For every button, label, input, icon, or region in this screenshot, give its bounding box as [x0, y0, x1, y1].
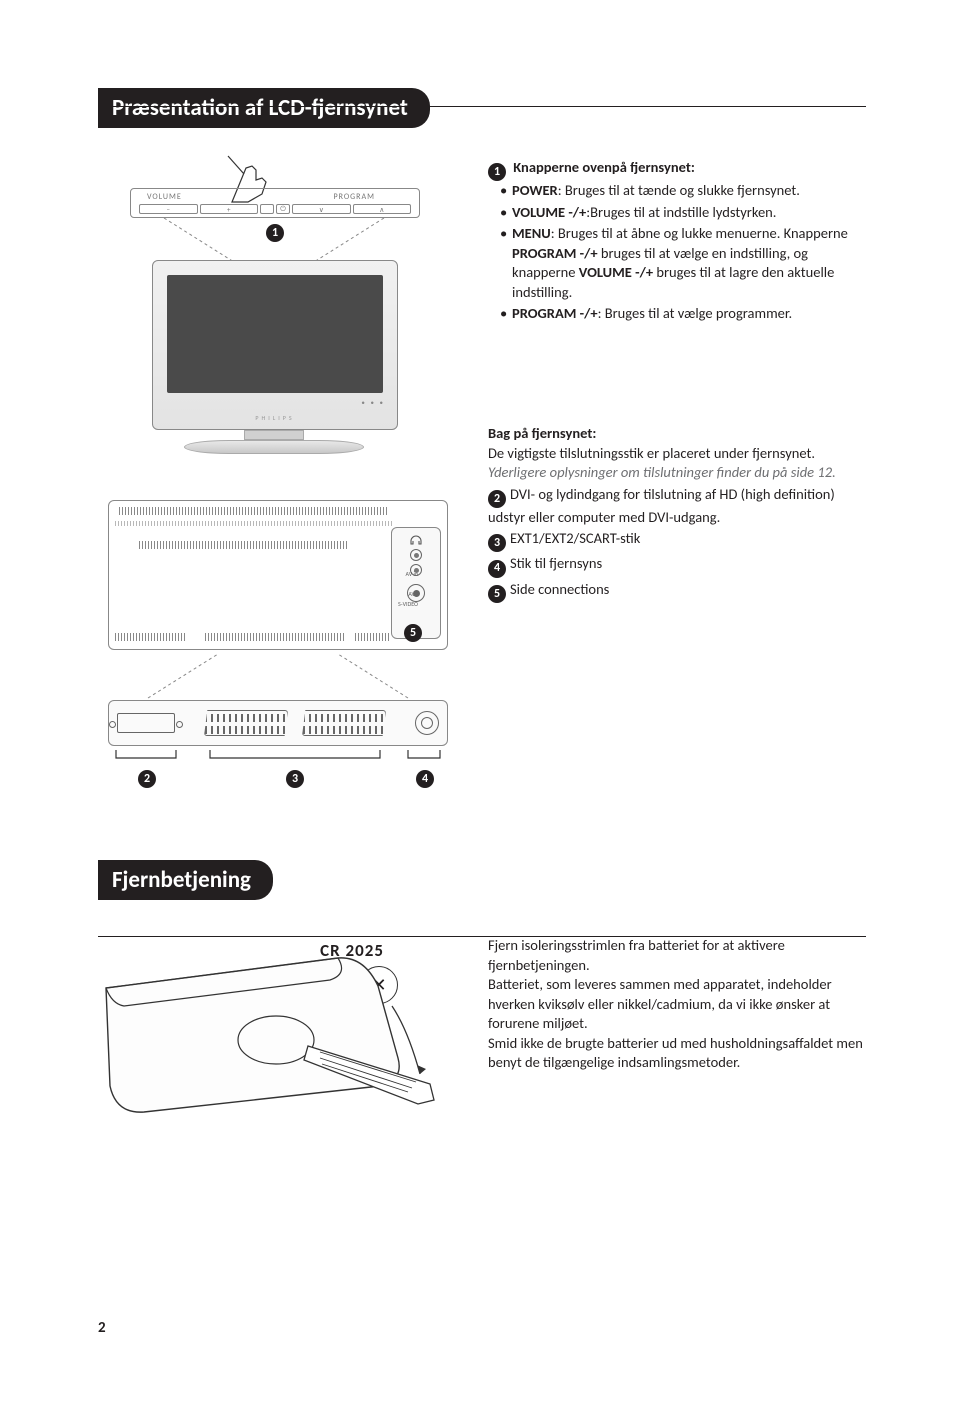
remote-para-2: Batteriet, som leveres sammen med appara…: [488, 975, 866, 1034]
back-top-panel: AV in AV3 S-VIDEO: [108, 500, 448, 650]
back-heading: Bag på fjernsynet:: [488, 424, 866, 444]
panel-btn-plus: +: [200, 204, 259, 214]
section2-right-col: Fjern isoleringsstrimlen fra batteriet f…: [488, 918, 866, 1124]
hatch: [355, 633, 389, 641]
remote-para-1: Fjern isoleringsstrimlen fra batteriet f…: [488, 936, 866, 975]
headphone-icon: [409, 532, 423, 546]
back-note: Yderligere oplysninger om tilslutninger …: [488, 463, 866, 483]
label-av3: AV3: [408, 590, 418, 598]
panel-btn-minus: –: [139, 204, 198, 214]
diagram-badge-3: 3: [286, 770, 304, 788]
remote-diagram: CR 2025 ✕: [98, 934, 458, 1124]
remote-para-3: Smid ikke de brugte batterier ud med hus…: [488, 1034, 866, 1073]
dvi-port: [117, 713, 175, 733]
section1-title: Præsentation af LCD-fjernsynet: [98, 88, 430, 128]
list-item: MENU: Bruges til at åbne og lukke menuer…: [512, 224, 866, 302]
hatch: [139, 541, 349, 549]
remote-svg: [98, 934, 458, 1124]
list-item: 2DVI- og lydindgang for tilslutning af H…: [488, 485, 866, 528]
tv-top-diagram: VOLUME PROGRAM – + ⏻ ∨ ∧ 1 • • • PHI: [124, 160, 444, 470]
tv-stand-neck: [244, 430, 304, 440]
list-item: 5Side connections: [488, 580, 866, 603]
list-item: 4Stik til fjernsyns: [488, 554, 866, 577]
tv-led: • • •: [361, 398, 385, 407]
section2-title: Fjernbetjening: [98, 860, 273, 900]
panel-btn-up: ∧: [353, 204, 412, 214]
panel-btn-power: ⏻: [276, 204, 290, 214]
buttons-heading: 1 Knapperne ovenpå fjernsynet:: [488, 158, 866, 181]
diagram-badge-5: 5: [404, 624, 422, 642]
scart-port-1: [204, 710, 288, 736]
buttons-heading-text: Knapperne ovenpå fjernsynet:: [513, 158, 695, 176]
list-item: POWER: Bruges til at tænde og slukke fje…: [512, 181, 866, 201]
bottom-brackets: [108, 746, 458, 786]
panel-btn-down: ∨: [292, 204, 351, 214]
list-item: PROGRAM -/+: Bruges til at vælge program…: [512, 304, 866, 324]
label-avin: AV in: [405, 570, 418, 578]
side-connections: AV in AV3 S-VIDEO: [391, 527, 441, 639]
diagram-badge-4: 4: [416, 770, 434, 788]
rule-top: [98, 106, 866, 107]
tv-top-diagram-col: VOLUME PROGRAM – + ⏻ ∨ ∧ 1 • • • PHI: [98, 150, 468, 790]
back-intro: De vigtigste tilslutningsstik er placere…: [488, 444, 866, 464]
section1-right-col: 1 Knapperne ovenpå fjernsynet: POWER: Br…: [488, 150, 866, 790]
back-list: 2DVI- og lydindgang for tilslutning af H…: [488, 485, 866, 603]
remote-diagram-col: CR 2025 ✕: [98, 918, 468, 1124]
tv-stand-base: [184, 440, 364, 454]
tv-button-panel: VOLUME PROGRAM – + ⏻ ∨ ∧: [130, 188, 420, 218]
panel-btn-menu: [260, 204, 274, 214]
label-svideo: S-VIDEO: [398, 600, 418, 608]
scart-port-2: [302, 710, 386, 736]
tv-body: • • • PHILIPS: [152, 260, 398, 430]
diagram-badge-2: 2: [138, 770, 156, 788]
panel-label-program: PROGRAM: [333, 192, 375, 202]
page-number: 2: [98, 1319, 106, 1337]
list-item: 3EXT1/EXT2/SCART-stik: [488, 529, 866, 552]
hatch: [115, 521, 393, 526]
num-1: 1: [488, 163, 506, 181]
antenna-port: [415, 711, 439, 735]
diagram-badge-1: 1: [266, 224, 284, 242]
hatch: [119, 507, 389, 515]
panel-label-volume: VOLUME: [147, 192, 182, 202]
tv-brand: PHILIPS: [255, 414, 294, 422]
back-bottom-panel: [108, 700, 448, 746]
tv-back-diagram: AV in AV3 S-VIDEO 5: [108, 500, 458, 790]
list-item: VOLUME -/+:Bruges til at indstille lydst…: [512, 203, 866, 223]
buttons-list: POWER: Bruges til at tænde og slukke fje…: [488, 181, 866, 324]
hatch: [115, 633, 185, 641]
jack-headphone: [410, 549, 422, 561]
tv-screen: [167, 275, 383, 393]
hatch: [205, 633, 345, 641]
